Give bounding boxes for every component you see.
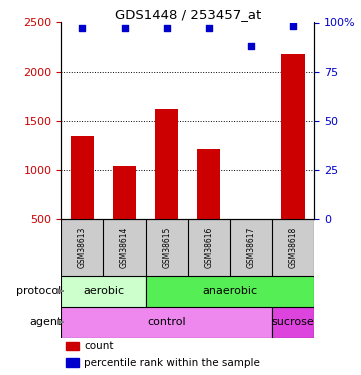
Text: GSM38617: GSM38617 xyxy=(247,227,255,268)
Bar xyxy=(282,54,305,268)
Text: protocol: protocol xyxy=(16,286,61,296)
Text: anaerobic: anaerobic xyxy=(202,286,257,296)
Bar xyxy=(113,166,136,268)
FancyBboxPatch shape xyxy=(61,219,314,276)
Text: GSM38614: GSM38614 xyxy=(120,227,129,268)
Text: GSM38618: GSM38618 xyxy=(288,227,297,268)
Point xyxy=(164,26,170,32)
Bar xyxy=(61,276,145,307)
Point xyxy=(206,26,212,32)
Point xyxy=(248,43,254,49)
Bar xyxy=(197,150,220,268)
Text: sucrose: sucrose xyxy=(271,317,314,327)
Text: percentile rank within the sample: percentile rank within the sample xyxy=(84,358,260,368)
Text: control: control xyxy=(147,317,186,327)
Title: GDS1448 / 253457_at: GDS1448 / 253457_at xyxy=(114,8,261,21)
Bar xyxy=(61,307,272,338)
Bar xyxy=(66,358,79,367)
Point xyxy=(79,26,85,32)
Text: count: count xyxy=(84,341,114,351)
Point xyxy=(290,23,296,30)
Point xyxy=(122,26,127,32)
Bar xyxy=(155,109,178,268)
Text: GSM38615: GSM38615 xyxy=(162,227,171,268)
Text: GSM38616: GSM38616 xyxy=(204,227,213,268)
Bar xyxy=(145,276,314,307)
Bar xyxy=(272,307,314,338)
Bar xyxy=(239,264,262,268)
Bar xyxy=(66,342,79,350)
FancyBboxPatch shape xyxy=(61,307,314,338)
Text: GSM38613: GSM38613 xyxy=(78,227,87,268)
Text: aerobic: aerobic xyxy=(83,286,124,296)
FancyBboxPatch shape xyxy=(61,276,314,307)
Bar xyxy=(71,136,94,268)
Text: agent: agent xyxy=(29,317,61,327)
